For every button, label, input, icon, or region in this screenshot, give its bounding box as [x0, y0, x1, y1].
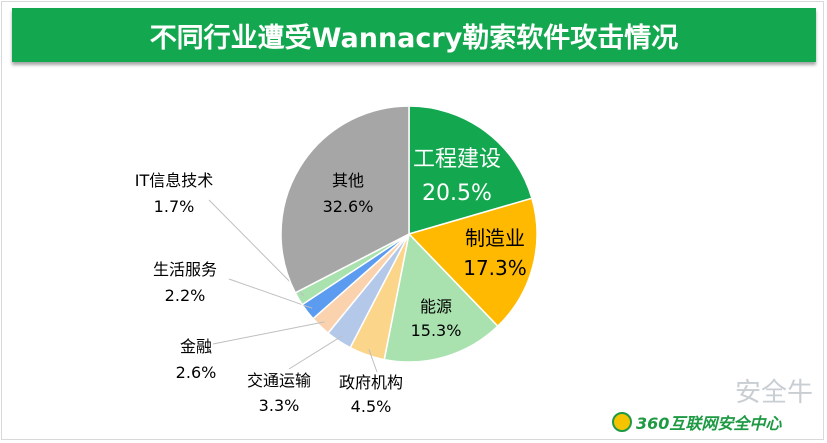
- pie-slice: [280, 105, 410, 294]
- brand-logo-text: 360互联网安全中心: [636, 414, 782, 433]
- slice-value-label: 2.2%: [165, 286, 206, 305]
- title-bar: 不同行业遭受Wannacry勒索软件攻击情况: [12, 8, 816, 62]
- leader-line: [208, 199, 305, 297]
- brand-logo-icon: [612, 412, 632, 432]
- slice-value-label: 1.7%: [154, 197, 195, 216]
- slice-value-label: 3.3%: [259, 396, 300, 415]
- slice-value-label: 32.6%: [323, 197, 374, 216]
- leader-line: [212, 321, 325, 345]
- brand-logo: 360互联网安全中心: [612, 410, 781, 434]
- slice-value-label: 20.5%: [422, 181, 492, 206]
- slice-category-label: 金融: [180, 337, 212, 356]
- slice-category-label: 交通运输: [247, 371, 311, 390]
- slice-category-label: 政府机构: [339, 373, 403, 392]
- slice-category-label: 其他: [332, 171, 364, 190]
- pie-slice: [383, 232, 499, 363]
- pie-slice: [407, 197, 538, 328]
- slice-value-label: 17.3%: [463, 256, 527, 280]
- slice-category-label: 能源: [420, 297, 452, 316]
- leader-line: [228, 278, 313, 309]
- chart-title: 不同行业遭受Wannacry勒索软件攻击情况: [149, 22, 679, 54]
- pie-slice: [408, 105, 533, 235]
- slice-category-label: IT信息技术: [135, 171, 214, 190]
- slice-category-label: 生活服务: [153, 260, 217, 279]
- slice-category-label: 制造业: [465, 226, 525, 250]
- slice-value-label: 4.5%: [351, 397, 392, 416]
- leader-line: [288, 335, 343, 370]
- leader-line: [368, 349, 378, 373]
- slice-category-label: 工程建设: [413, 147, 501, 172]
- watermark-name: 安全牛: [735, 378, 814, 408]
- slice-value-label: 2.6%: [176, 363, 217, 382]
- slice-value-label: 15.3%: [411, 321, 462, 340]
